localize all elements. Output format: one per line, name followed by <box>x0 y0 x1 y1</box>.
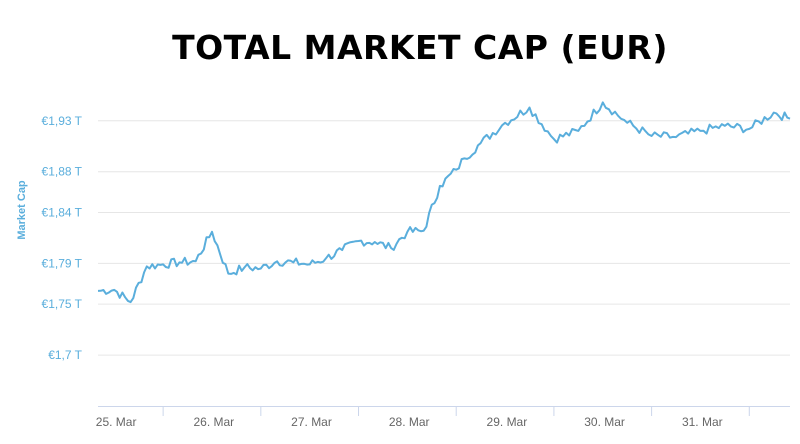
y-tick-label: €1,88 T <box>42 165 83 179</box>
y-tick-label: €1,7 T <box>48 348 82 362</box>
y-tick-label: €1,79 T <box>42 256 83 270</box>
x-tick-label: 30. Mar <box>584 415 625 429</box>
x-tick-label: 29. Mar <box>487 415 528 429</box>
grid-lines <box>98 120 790 356</box>
chart-title: TOTAL MARKET CAP (EUR) <box>172 28 668 67</box>
x-tick-label: 31. Mar <box>682 415 723 429</box>
x-tick-label: 27. Mar <box>291 415 332 429</box>
y-axis-title: Market Cap <box>16 180 28 240</box>
y-tick-label: €1,84 T <box>42 205 83 219</box>
x-tick-label: 25. Mar <box>96 415 137 429</box>
y-tick-label: €1,93 T <box>42 114 83 128</box>
y-tick-label: €1,75 T <box>42 297 83 311</box>
x-tick-label: 26. Mar <box>193 415 234 429</box>
y-axis-labels: €1,7 T €1,75 T €1,79 T €1,84 T €1,88 T €1,93 … <box>42 114 83 362</box>
x-tick-label: 28. Mar <box>389 415 430 429</box>
x-axis: 25. Mar 26. Mar 27. Mar 28. Mar 29. Mar 30. M… <box>96 406 790 429</box>
series-line <box>97 101 791 304</box>
series-layer <box>97 101 791 304</box>
